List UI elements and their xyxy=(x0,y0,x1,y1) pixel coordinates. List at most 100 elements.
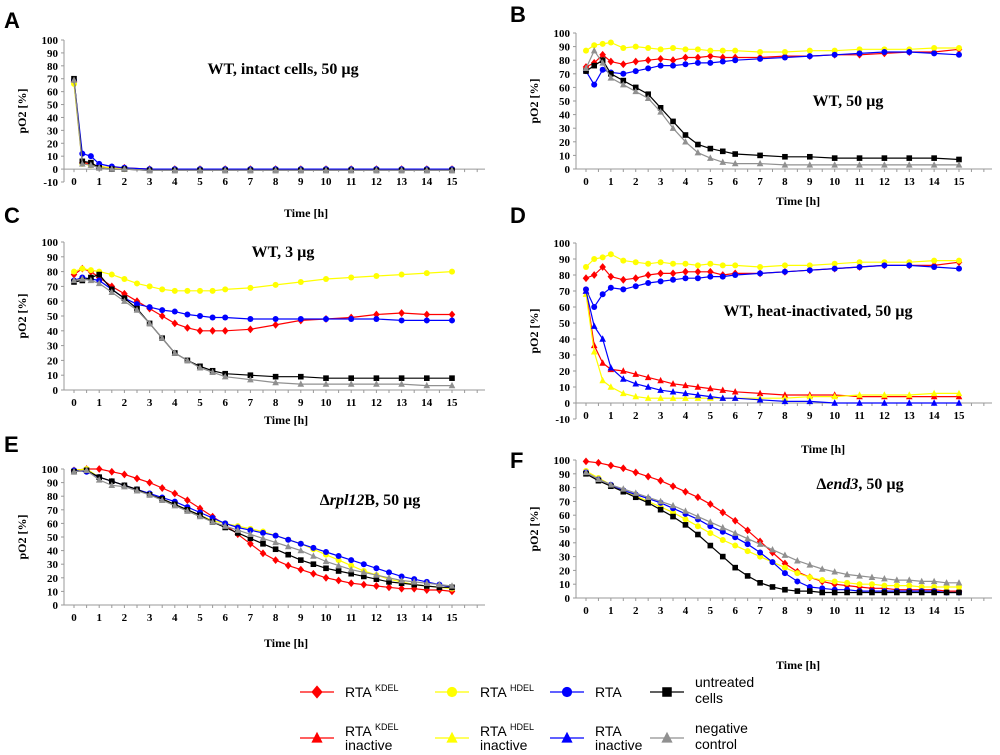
x-tick-label: 3 xyxy=(147,612,153,624)
data-point xyxy=(284,561,292,570)
data-point xyxy=(209,314,216,321)
data-point xyxy=(209,368,216,375)
x-tick-label: 4 xyxy=(683,410,689,422)
data-point xyxy=(955,579,963,586)
panel-title: WT, heat-inactivated, 50 µg xyxy=(724,303,913,320)
data-point xyxy=(868,581,875,588)
series-rta-kdel xyxy=(582,457,963,595)
data-point xyxy=(310,561,317,567)
data-point xyxy=(373,273,380,280)
x-tick-label: 6 xyxy=(222,176,228,188)
data-point xyxy=(695,141,701,148)
y-tick-label: 10 xyxy=(559,150,571,162)
data-point xyxy=(607,481,615,488)
x-tick-label: 0 xyxy=(583,176,589,188)
y-tick-label: 70 xyxy=(559,69,571,81)
x-tick-label: 1 xyxy=(96,176,102,188)
data-point xyxy=(448,381,456,389)
y-tick-label: 30 xyxy=(559,350,571,362)
data-point xyxy=(398,309,405,317)
data-point xyxy=(881,399,888,406)
panel-label: C xyxy=(4,203,20,228)
data-point xyxy=(682,275,689,282)
x-tick-label: 9 xyxy=(298,612,304,624)
data-point xyxy=(906,582,913,589)
data-point xyxy=(707,260,714,267)
data-point xyxy=(881,582,888,589)
data-point xyxy=(843,570,851,578)
series-rta-hdel xyxy=(71,265,455,294)
legend-item-rta-hdel: RTA HDEL xyxy=(435,683,534,700)
data-point xyxy=(670,44,677,51)
y-tick-label: 30 xyxy=(559,552,571,564)
data-point xyxy=(657,497,664,505)
data-point xyxy=(682,46,689,53)
legend-label: negative xyxy=(695,720,748,736)
title-text: WT, 50 µg xyxy=(813,93,884,110)
series-rta-hdel xyxy=(583,251,962,270)
y-tick-label: 20 xyxy=(559,366,571,378)
data-point xyxy=(669,56,677,65)
data-point xyxy=(632,468,640,477)
x-tick-label: 3 xyxy=(147,176,153,188)
data-point xyxy=(931,50,938,57)
y-tick-label: 90 xyxy=(559,42,571,54)
data-point xyxy=(807,588,813,594)
y-tick-label: 10 xyxy=(47,151,59,163)
data-point xyxy=(221,326,229,335)
data-point xyxy=(819,589,826,596)
data-point xyxy=(956,257,962,264)
data-point xyxy=(644,373,652,381)
x-tick-label: 11 xyxy=(854,605,864,617)
data-point xyxy=(868,573,876,580)
data-point xyxy=(719,508,727,517)
data-point xyxy=(695,531,701,538)
y-tick-label: 0 xyxy=(565,398,571,410)
data-point xyxy=(632,43,639,50)
legend-superscript: HDEL xyxy=(510,683,534,693)
legend-marker xyxy=(446,731,458,743)
y-tick-label: 60 xyxy=(559,510,571,522)
data-point xyxy=(644,472,652,481)
x-tick-label: 7 xyxy=(757,176,763,188)
x-tick-label: 9 xyxy=(298,176,304,188)
data-point xyxy=(732,262,739,269)
title-text: WT, 3 µg xyxy=(252,244,315,261)
y-tick-label: 70 xyxy=(47,505,59,517)
y-axis-label: pO2 [%] xyxy=(15,88,29,133)
data-point xyxy=(70,76,78,83)
x-tick-label: 13 xyxy=(396,176,408,188)
y-tick-label: 0 xyxy=(53,385,59,397)
data-point xyxy=(682,487,689,496)
x-tick-label: 0 xyxy=(71,397,77,409)
data-point xyxy=(373,375,380,381)
x-tick-label: 15 xyxy=(447,612,459,624)
x-tick-label: 12 xyxy=(879,410,891,422)
legend-item-rta-kdel-inactive: RTA KDEL inactive xyxy=(300,722,399,753)
data-point xyxy=(234,526,242,533)
data-point xyxy=(682,138,689,145)
data-point xyxy=(707,59,714,66)
data-point xyxy=(657,506,664,513)
data-point xyxy=(398,584,405,593)
data-point xyxy=(423,310,431,319)
data-point xyxy=(620,286,627,293)
data-point xyxy=(398,375,405,381)
y-tick-label: 0 xyxy=(53,164,59,176)
data-point xyxy=(931,155,937,161)
data-point xyxy=(930,161,938,168)
y-tick-label: 90 xyxy=(47,252,59,264)
x-tick-label: 14 xyxy=(421,176,433,188)
y-tick-label: 0 xyxy=(565,164,571,176)
data-point xyxy=(782,586,788,593)
data-point xyxy=(322,380,330,387)
legend-marker xyxy=(561,686,573,698)
data-point xyxy=(146,166,153,174)
data-point xyxy=(731,516,739,525)
data-point xyxy=(159,286,166,293)
data-point xyxy=(247,372,254,378)
y-tick-label: 20 xyxy=(47,138,59,150)
data-point xyxy=(694,59,701,66)
x-tick-label: 14 xyxy=(421,612,433,624)
data-point xyxy=(781,262,788,269)
